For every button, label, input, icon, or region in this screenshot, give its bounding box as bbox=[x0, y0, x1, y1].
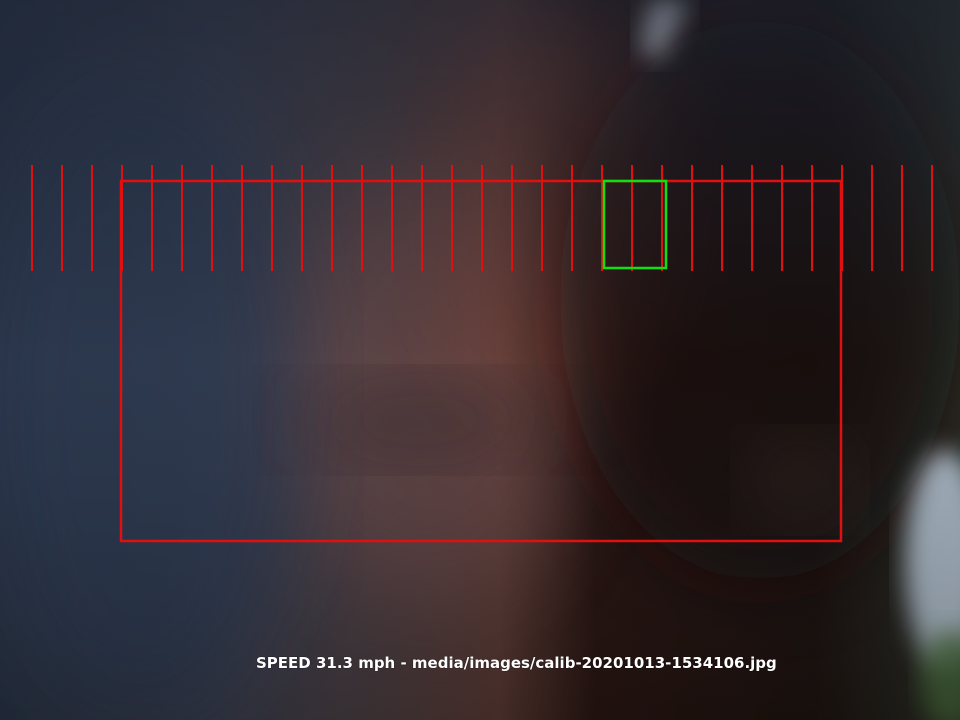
monitor-area-rectangle bbox=[119, 179, 843, 543]
speed-caption: SPEED 31.3 mph - media/images/calib-2020… bbox=[256, 654, 777, 672]
detected-object-box bbox=[602, 179, 668, 270]
